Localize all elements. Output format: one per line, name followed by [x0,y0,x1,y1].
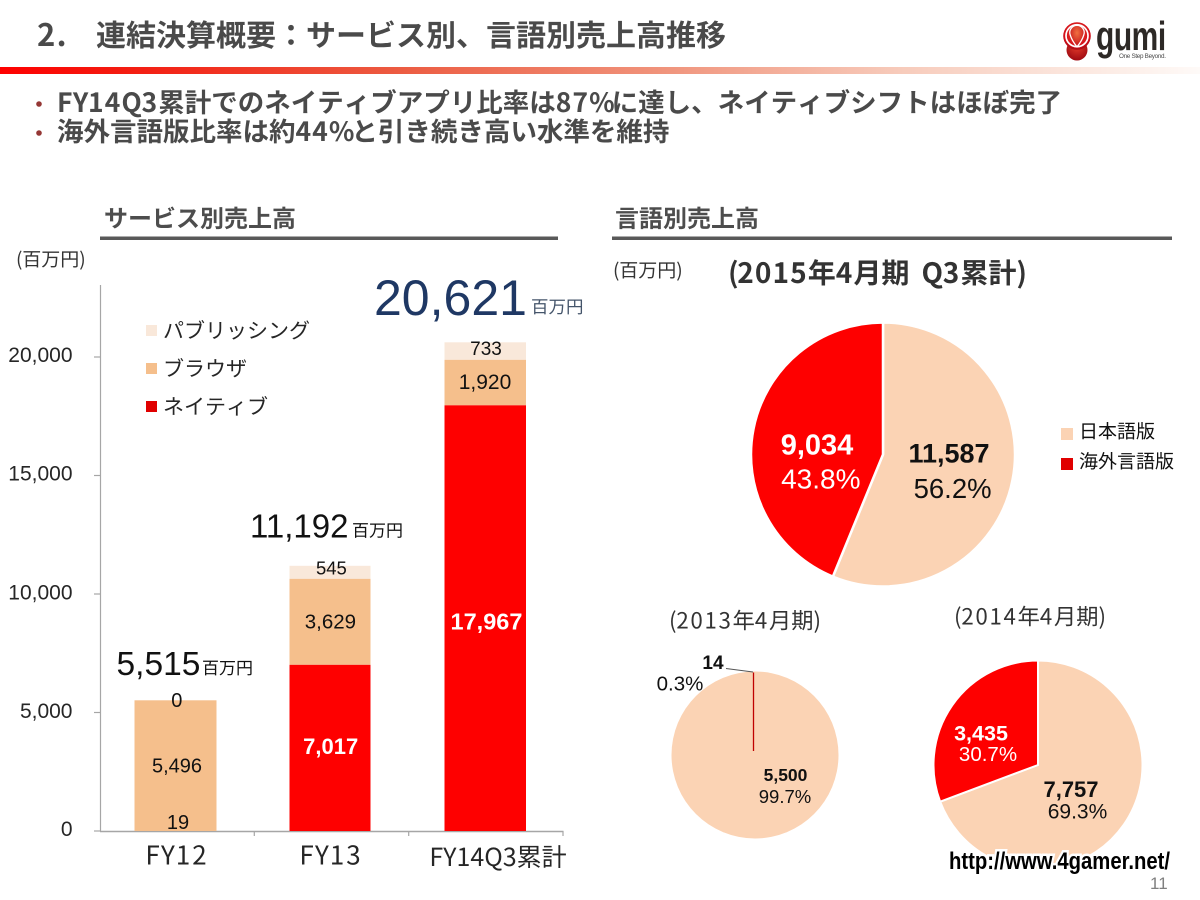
svg-text:17,967: 17,967 [451,609,523,635]
svg-text:11: 11 [1150,874,1168,893]
svg-text:545: 545 [316,558,347,579]
svg-text:11,192: 11,192 [250,508,348,545]
svg-text:0.3%: 0.3% [657,673,704,696]
svg-text:69.3%: 69.3% [1048,801,1108,824]
svg-text:30.7%: 30.7% [959,743,1017,766]
svg-text:20,000: 20,000 [8,344,72,367]
svg-text:10,000: 10,000 [8,582,72,605]
svg-text:733: 733 [470,339,502,360]
svg-text:5,000: 5,000 [20,700,73,723]
svg-text:gumi: gumi [1096,13,1166,59]
svg-text:3,435: 3,435 [954,722,1008,746]
svg-text:5,496: 5,496 [152,756,202,778]
svg-text:One Step Beyond.: One Step Beyond. [1119,53,1166,60]
svg-text:5,500: 5,500 [764,765,808,785]
svg-text:14: 14 [702,653,724,674]
svg-text:http://www.4gamer.net/: http://www.4gamer.net/ [949,848,1170,875]
svg-text:3,629: 3,629 [305,611,356,634]
svg-text:11,587: 11,587 [908,439,989,469]
svg-text:5,515: 5,515 [117,646,201,683]
svg-text:1,920: 1,920 [459,371,512,394]
svg-text:7,757: 7,757 [1043,777,1098,802]
svg-text:19: 19 [167,812,189,834]
svg-text:20,621: 20,621 [374,270,527,326]
svg-text:43.8%: 43.8% [781,464,860,495]
svg-text:0: 0 [61,818,73,841]
svg-text:56.2%: 56.2% [914,473,992,504]
svg-text:99.7%: 99.7% [759,786,811,807]
svg-text:9,034: 9,034 [781,430,854,462]
svg-text:7,017: 7,017 [303,734,358,759]
svg-text:15,000: 15,000 [8,463,72,486]
svg-text:0: 0 [171,690,182,712]
